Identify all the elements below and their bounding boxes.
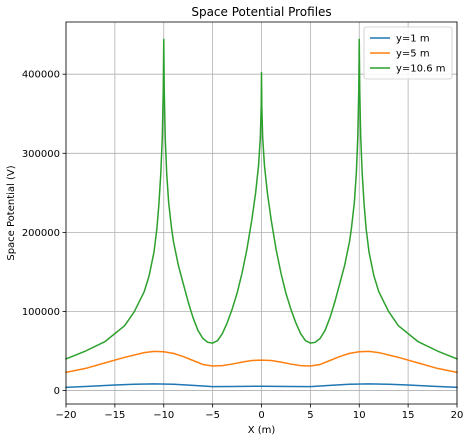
x-tick-label: 5 [307, 410, 313, 421]
legend-label: y=5 m [396, 49, 430, 60]
y-tick-label: 100000 [22, 307, 60, 318]
series-line [65, 350, 458, 374]
legend-label: y=1 m [396, 34, 430, 45]
x-tick-label: 15 [402, 410, 415, 421]
x-tick-label: −20 [55, 410, 76, 421]
x-tick-label: −10 [153, 410, 174, 421]
legend-box [363, 26, 453, 80]
series-line [65, 38, 458, 360]
y-tick-label: 200000 [22, 228, 60, 239]
legend: y=1 m y=5 m y=10.6 m [363, 26, 453, 80]
legend-label: y=10.6 m [396, 64, 445, 75]
x-tick-label: −5 [205, 410, 220, 421]
x-tick-label: −15 [104, 410, 125, 421]
x-tick-label: 10 [353, 410, 366, 421]
chart-title: Space Potential Profiles [191, 5, 331, 19]
y-axis-label: Space Potential (V) [6, 165, 17, 260]
x-axis-label: X (m) [248, 425, 276, 436]
series-line [65, 383, 458, 389]
y-tick-label: 300000 [22, 149, 60, 160]
y-tick-label: 0 [54, 386, 60, 397]
plot-series [65, 38, 458, 389]
axis-ticks: −20 −15 −10 −5 0 5 10 15 20 0 100000 200000 300000 40… [22, 70, 464, 421]
x-tick-label: 0 [258, 410, 264, 421]
x-tick-label: 20 [451, 410, 464, 421]
y-tick-label: 400000 [22, 70, 60, 81]
